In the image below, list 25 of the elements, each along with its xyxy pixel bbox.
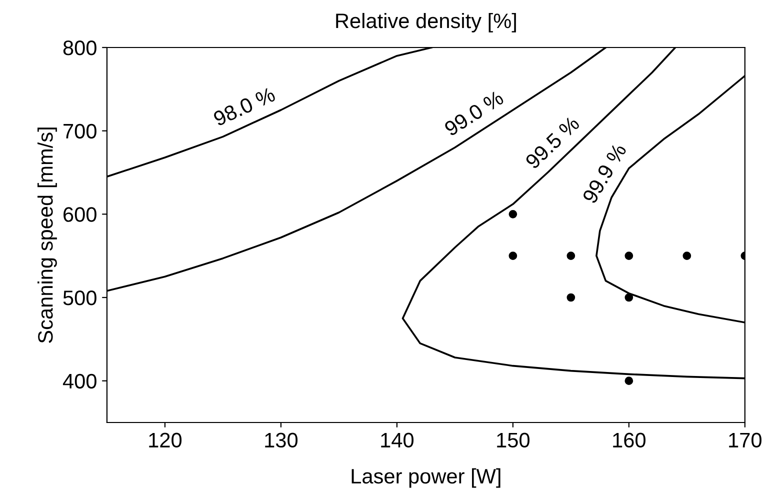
point [624, 293, 634, 302]
text: 99.0 % [443, 90, 505, 137]
y-tick-label: 800 [63, 40, 96, 56]
y-tick-label: 500 [63, 290, 96, 306]
y-tick-label: 700 [64, 124, 96, 139]
point [566, 293, 576, 302]
point [508, 252, 518, 260]
point [566, 252, 576, 260]
text: 98.0 % [212, 86, 276, 126]
x-axis-title: Laser power [W] [352, 468, 500, 488]
x-tick-label: 150 [497, 432, 530, 448]
y-tick-label: 400 [62, 374, 96, 389]
x-tick-label: 120 [149, 432, 182, 448]
x-tick-label: 160 [613, 432, 646, 448]
chart-title: Relative density [%] [336, 12, 516, 32]
point [682, 252, 692, 260]
x-tick-label: 140 [381, 432, 414, 448]
point [624, 252, 634, 260]
text: 99.5 % [524, 115, 580, 170]
point [508, 210, 518, 218]
x-tick-label: 130 [265, 432, 298, 448]
y-tick-label: 600 [64, 207, 96, 222]
x-tick-label: 170 [729, 432, 762, 448]
point [624, 376, 634, 385]
y-axis-title: Scanning speed [mm/s] [38, 128, 57, 343]
